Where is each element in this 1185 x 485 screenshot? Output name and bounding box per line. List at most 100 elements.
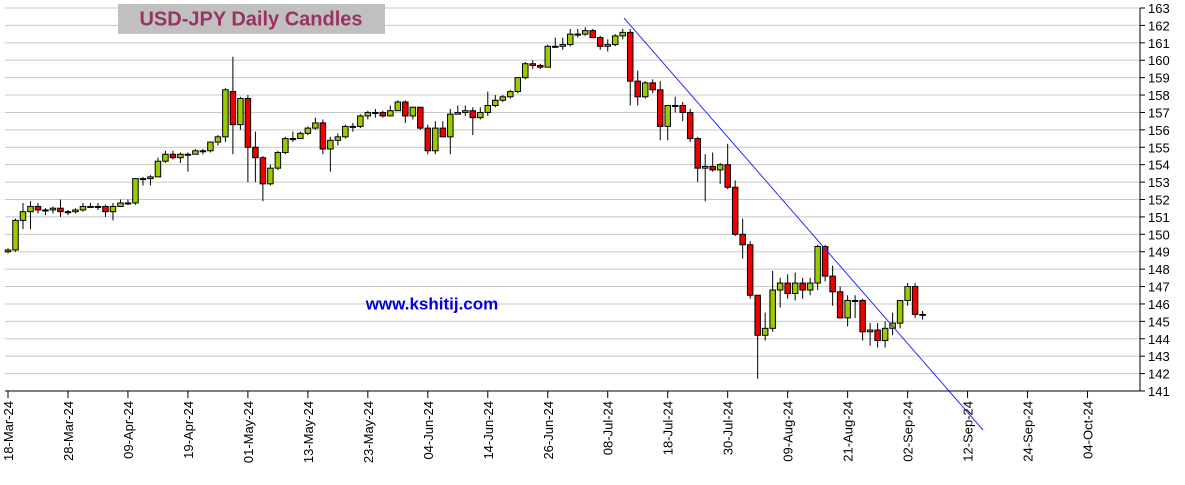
candles [4, 27, 926, 379]
candle-body [394, 101, 402, 112]
candle-body [454, 111, 462, 115]
candle-body [4, 249, 12, 253]
candle-body [544, 45, 552, 68]
candle-body [147, 176, 154, 180]
candle-body [162, 153, 169, 162]
y-tick-label: 142 [1148, 367, 1170, 382]
chart-title: USD-JPY Daily Candles [139, 8, 362, 30]
axes: 141 142 143 144 145 146 147 148 149 150 151 152 153 1… [1, 1, 1170, 463]
candle-body [469, 110, 477, 119]
candle-body [874, 329, 881, 342]
candle-body [896, 299, 904, 324]
x-tick-label: 26-Jun-24 [541, 401, 556, 460]
y-tick-label: 141 [1148, 384, 1170, 399]
candle-body [731, 186, 739, 235]
candle-body [132, 178, 139, 204]
x-tick-label: 08-Jul-24 [601, 401, 616, 455]
candle-body [716, 164, 724, 171]
candle-body [679, 104, 686, 113]
candle-body [581, 30, 589, 35]
candle-body [12, 219, 19, 251]
candle-body [387, 110, 394, 117]
candle-body [364, 111, 372, 117]
candle-body [267, 167, 274, 185]
candle-body [439, 127, 447, 138]
candle-body [42, 209, 49, 212]
candle-body [357, 115, 364, 127]
candle-body [754, 294, 761, 336]
x-tick-label: 23-May-24 [361, 401, 376, 463]
candle-body [649, 82, 656, 91]
candle-body [259, 157, 267, 185]
candle-body [229, 91, 237, 126]
watermark: www.kshitij.com [365, 294, 499, 313]
candle-body [552, 45, 559, 48]
candle-body [72, 209, 79, 213]
candle-body [282, 138, 289, 153]
candle-body [574, 33, 581, 36]
candle-body [342, 125, 349, 138]
x-tick-label: 12-Sep-24 [961, 401, 976, 462]
candle-body [829, 275, 836, 293]
x-tick-label: 18-Jul-24 [661, 401, 676, 455]
y-tick-label: 153 [1148, 175, 1170, 190]
x-tick-label: 09-Aug-24 [781, 401, 796, 462]
candle-body [57, 207, 64, 213]
candle-body [252, 146, 259, 159]
candle-body [237, 98, 244, 126]
trend-line [623, 17, 984, 431]
y-tick-label: 156 [1148, 123, 1170, 138]
candle-body [462, 110, 469, 113]
candle-body [154, 160, 162, 178]
candle-body [304, 127, 312, 134]
candle-body [49, 207, 57, 211]
candle-body [641, 82, 649, 98]
x-tick-label: 21-Aug-24 [841, 401, 856, 462]
candle-body [214, 136, 222, 143]
x-tick-label: 13-May-24 [301, 401, 316, 463]
candle-body [207, 141, 214, 152]
candle-body [372, 111, 379, 114]
candle-body [709, 165, 716, 171]
y-tick-label: 155 [1148, 140, 1170, 155]
candle-body [529, 63, 537, 66]
candle-body [244, 98, 252, 148]
candle-body [499, 96, 507, 101]
candle-body [297, 132, 304, 140]
candle-body [79, 205, 87, 211]
candle-body [911, 286, 919, 315]
x-tick-label: 24-Sep-24 [1021, 401, 1036, 462]
candle-body [349, 125, 357, 128]
candle-body [567, 33, 574, 46]
candle-body [514, 77, 522, 93]
candle-body [402, 101, 409, 117]
x-tick-label: 02-Sep-24 [901, 401, 916, 462]
candle-body [19, 211, 27, 221]
candle-body [222, 89, 229, 138]
y-tick-label: 150 [1148, 227, 1170, 242]
candle-body [919, 313, 926, 316]
candle-body [844, 299, 851, 319]
candle-body [64, 211, 72, 214]
y-tick-label: 162 [1148, 18, 1170, 33]
candle-body [537, 64, 544, 68]
candle-body [447, 113, 454, 138]
y-tick-label: 163 [1148, 1, 1170, 16]
candle-body [117, 202, 124, 207]
candle-body [664, 104, 671, 127]
grid [5, 7, 1140, 392]
candle-body [492, 99, 499, 106]
candle-body [881, 327, 889, 342]
y-tick-label: 144 [1148, 332, 1170, 347]
candle-body [274, 151, 282, 169]
candle-body [596, 37, 604, 47]
candle-body [611, 35, 619, 46]
candle-body [139, 178, 147, 181]
candle-body [559, 44, 567, 47]
candle-body [821, 246, 829, 277]
candle-body [836, 291, 844, 319]
candle-body [34, 205, 42, 211]
candle-body [477, 111, 484, 119]
